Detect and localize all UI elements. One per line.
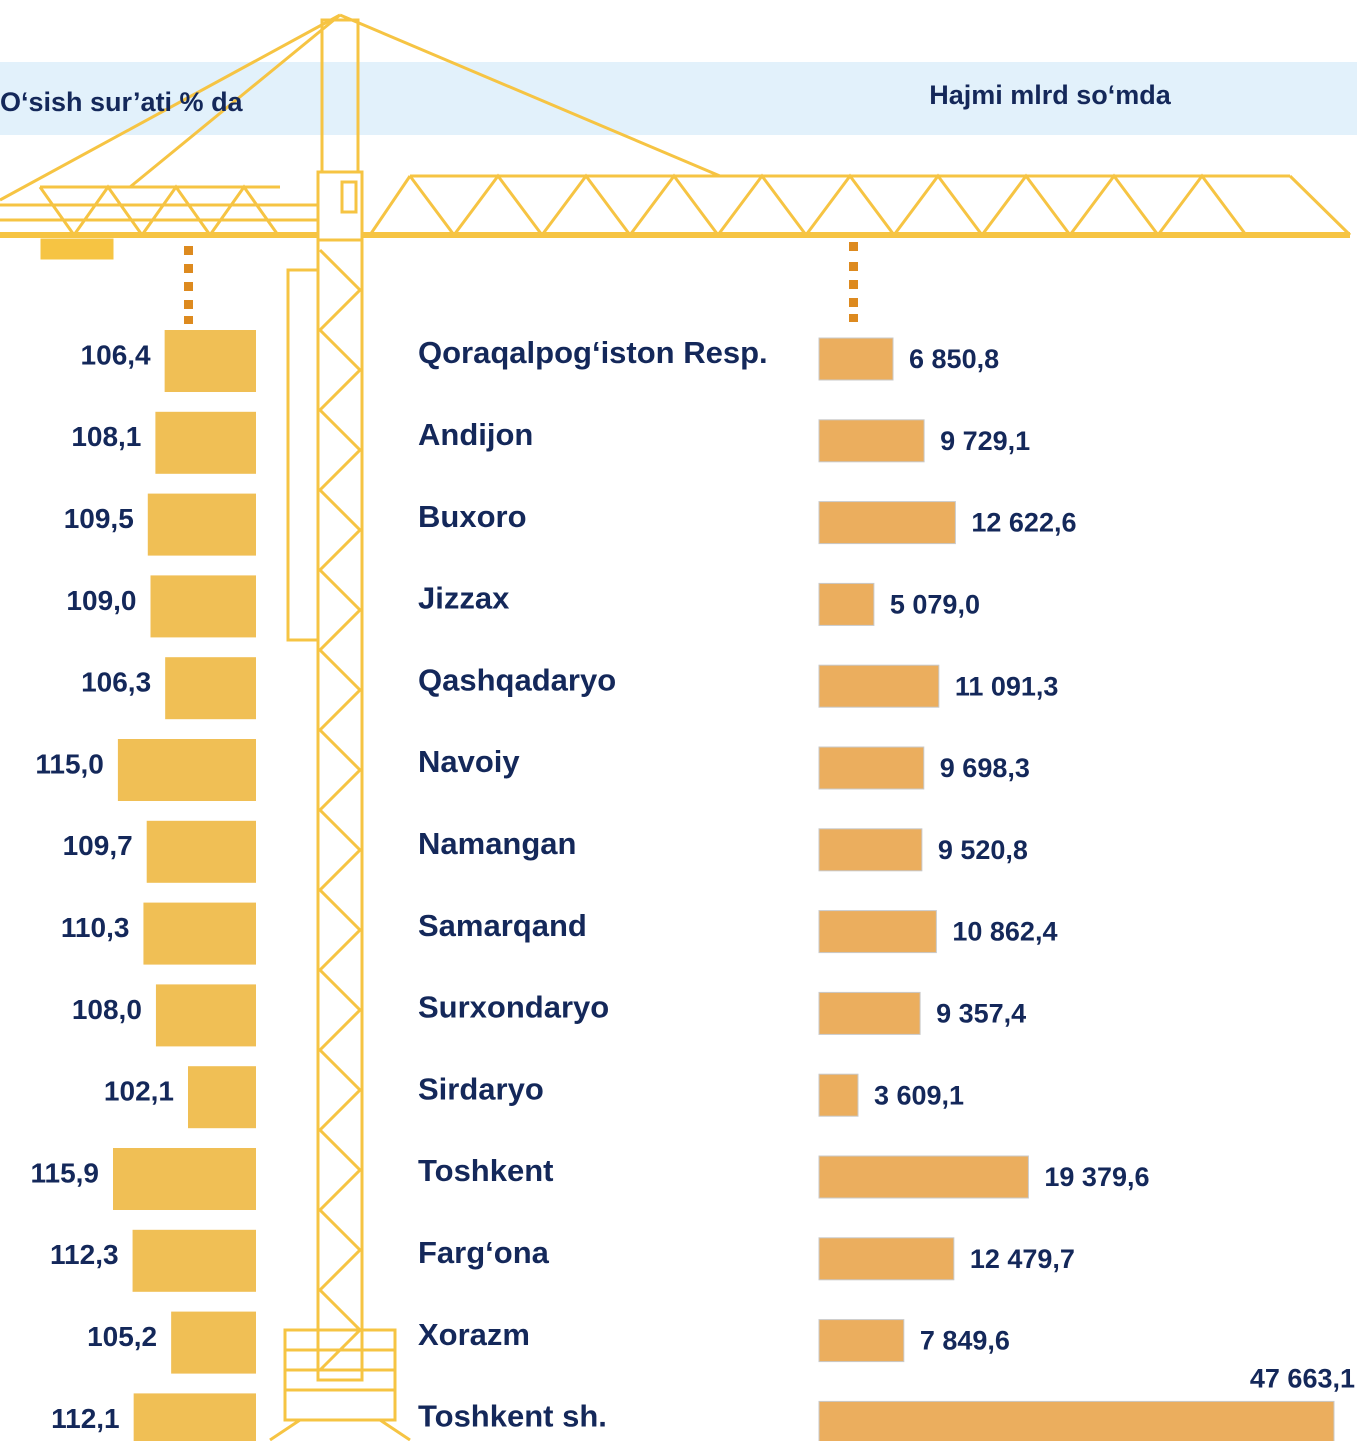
growth-label: 115,9 [30,1157,99,1188]
volume-bar [818,1237,955,1281]
growth-bar [165,657,256,720]
growth-label: 112,3 [50,1239,119,1270]
volume-label: 9 729,1 [940,426,1030,456]
volume-bar [818,910,937,954]
left-title: O‘sish sur’ati % da [0,87,244,117]
region-label: Jizzax [418,581,510,616]
region-label: Andijon [418,417,533,452]
volume-label: 12 622,6 [971,508,1076,538]
truss-zigzag [38,184,280,238]
growth-bar [113,1148,256,1210]
volume-bar [818,746,925,790]
volume-bar [818,1073,859,1117]
volume-bar [818,828,923,872]
growth-label: 112,1 [51,1403,120,1434]
region-label: Sirdaryo [418,1071,544,1106]
volume-bar [818,1319,905,1363]
growth-label: 108,0 [72,994,142,1025]
volume-label: 47 663,1 [1250,1364,1355,1394]
growth-label: 106,3 [81,667,151,698]
growth-label: 110,3 [61,912,130,943]
growth-label: 109,0 [66,585,136,616]
volume-bar [818,1155,1029,1199]
region-label: Buxoro [418,499,527,534]
region-label: Xorazm [418,1317,530,1352]
mast-zigzag [317,248,363,1372]
growth-label: 109,5 [64,503,134,534]
growth-label: 106,4 [81,339,151,370]
growth-label: 115,0 [35,748,104,779]
region-label: Navoiy [418,744,520,779]
growth-bar [164,330,256,392]
growth-bar [171,1311,256,1374]
truss-zigzag [408,173,1248,238]
growth-label: 105,2 [87,1321,157,1352]
right-title: Hajmi mlrd so‘mda [929,80,1172,110]
volume-label: 12 479,7 [970,1244,1075,1274]
volume-label: 9 520,8 [938,835,1028,865]
region-label: Farg‘ona [418,1235,550,1270]
growth-bar [143,902,256,965]
crane-truss [38,173,1248,1372]
growth-bar [150,575,256,638]
growth-bar [132,1229,256,1292]
volume-label: 5 079,0 [890,590,980,620]
volume-bar [818,664,940,708]
region-label: Toshkent [418,1153,554,1188]
volume-bar [818,501,956,545]
volume-label: 11 091,3 [955,671,1059,701]
volume-bar [818,419,925,463]
volume-label: 9 357,4 [936,999,1026,1029]
volume-bar [818,1400,1335,1441]
growth-label: 109,7 [63,830,133,861]
volume-label: 6 850,8 [909,344,999,374]
volume-label: 19 379,6 [1044,1162,1149,1192]
growth-bar [117,739,257,801]
volume-label: 3 609,1 [874,1080,964,1110]
region-label: Qashqadaryo [418,662,616,697]
growth-bar [155,984,256,1047]
volume-label: 7 849,6 [920,1326,1010,1356]
volume-bar [818,991,921,1035]
dotted-markers [184,242,858,324]
growth-bar [133,1393,256,1441]
volume-bar [818,337,894,381]
growth-bar [147,493,256,556]
region-label: Qoraqalpog‘iston Resp. [418,335,768,370]
header-band [0,62,1357,135]
growth-bar [155,411,256,474]
volume-label: 9 698,3 [940,753,1030,783]
region-label: Toshkent sh. [418,1399,607,1434]
crane-illustration [0,13,1352,1441]
growth-label: 102,1 [104,1076,174,1107]
region-label: Samarqand [418,908,587,943]
volume-label: 10 862,4 [952,917,1057,947]
region-label: Namangan [418,826,576,861]
growth-bar [146,820,256,883]
region-label: Surxondaryo [418,990,609,1025]
volume-bar [818,582,875,626]
growth-bar [188,1066,256,1129]
growth-label: 108,1 [71,421,141,452]
